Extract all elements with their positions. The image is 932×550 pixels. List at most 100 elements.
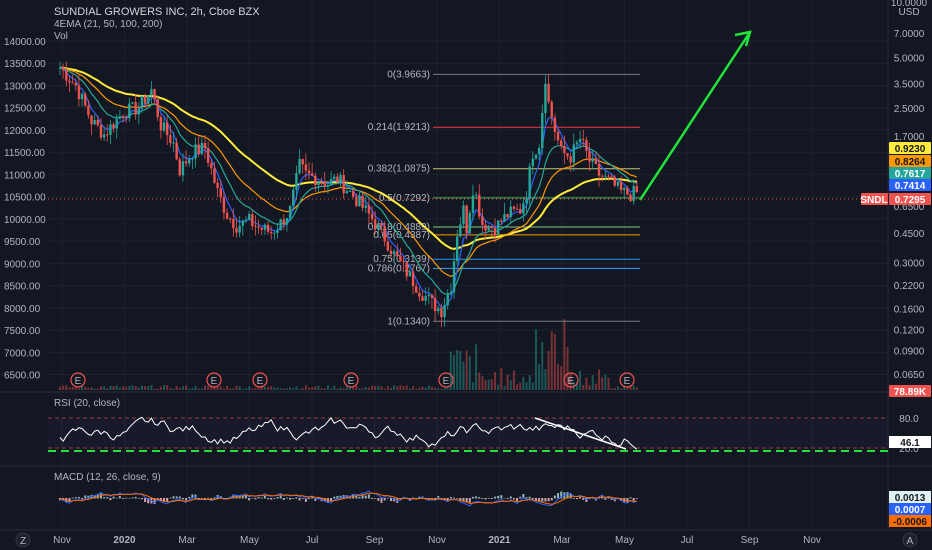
- right-axis-tick-label: 0.1600: [894, 304, 925, 315]
- macd-legend[interactable]: MACD (12, 26, close, 9): [54, 472, 161, 483]
- macd-histogram-bar: [434, 498, 437, 500]
- macd-histogram-bar: [144, 498, 147, 502]
- candle-body: [307, 170, 311, 174]
- macd-value-label: 0.0013: [895, 493, 926, 504]
- macd-line: [59, 490, 637, 507]
- volume-bar: [314, 386, 317, 390]
- candle-body: [219, 188, 222, 198]
- macd-histogram-bar: [358, 496, 361, 499]
- earnings-marker: [70, 372, 86, 388]
- volume-bar: [352, 387, 355, 390]
- left-axis-tick-label: 11000.00: [4, 170, 45, 181]
- volume-bar: [468, 356, 471, 390]
- volume-bar: [122, 386, 125, 390]
- macd-histogram-bar: [475, 496, 478, 499]
- macd-histogram-bar: [336, 495, 339, 499]
- volume-bar: [153, 388, 156, 390]
- forecast-arrow[interactable]: [638, 30, 752, 201]
- candle-body: [90, 115, 93, 125]
- macd-histogram-bar: [289, 498, 292, 500]
- price-tag-label: 0.7414: [895, 181, 926, 192]
- volume-bar: [320, 388, 323, 390]
- macd-histogram-bar: [367, 494, 370, 499]
- left-axis-tick-label: 6500.00: [4, 371, 41, 382]
- rsi-legend[interactable]: RSI (20, close): [54, 398, 120, 409]
- macd-histogram-bar: [169, 497, 172, 499]
- volume-bar: [238, 386, 241, 390]
- volume-bar: [204, 385, 206, 390]
- volume-bar: [169, 387, 172, 390]
- volume-bar: [163, 385, 166, 390]
- volume-bar: [629, 385, 632, 390]
- volume-bar: [336, 388, 339, 390]
- left-axis-tick-label: 13500.00: [4, 59, 46, 70]
- macd-histogram-bar: [77, 496, 80, 499]
- volume-bar: [185, 385, 188, 390]
- candle-body: [465, 205, 468, 234]
- volume-bar: [475, 344, 478, 390]
- candle-body: [172, 142, 175, 144]
- macd-histogram-bar: [122, 498, 125, 499]
- candle-body: [418, 292, 421, 297]
- macd-histogram-bar: [285, 497, 288, 499]
- volume-bar: [620, 388, 623, 390]
- fib-level-label: 0.65(0.4387): [373, 230, 430, 241]
- candle-body: [184, 161, 188, 164]
- auto-scale-button[interactable]: [902, 532, 918, 548]
- volume-bar: [65, 385, 68, 390]
- left-axis-tick-label: 13000.00: [4, 81, 46, 92]
- volume-bar: [219, 386, 222, 390]
- candle-body: [165, 122, 169, 136]
- candle-body: [260, 227, 263, 230]
- macd-histogram-bar: [575, 498, 578, 500]
- macd-histogram-bar: [550, 498, 553, 501]
- candle-body: [569, 156, 572, 163]
- left-axis-tick-label: 12000.00: [4, 126, 46, 137]
- volume-bar: [147, 386, 150, 390]
- candle-body: [188, 158, 191, 164]
- volume-bar: [103, 386, 106, 390]
- volume-bar: [582, 384, 585, 390]
- rsi-value-label: 46.1: [900, 438, 920, 449]
- volume-bar: [178, 387, 181, 390]
- candle-body: [566, 153, 569, 157]
- earnings-marker-label: E: [75, 376, 82, 387]
- candle-body: [370, 213, 374, 220]
- candle-body: [206, 148, 210, 163]
- volume-bar: [377, 385, 380, 390]
- chart-title: SUNDIAL GROWERS INC, 2h, Cboe BZX: [54, 6, 260, 18]
- macd-histogram-bar: [389, 498, 392, 501]
- volume-bar: [191, 388, 194, 390]
- candle-body: [71, 82, 74, 84]
- fib-level-label: 0.5(0.7292): [379, 193, 430, 204]
- price-tag-box: [889, 193, 931, 205]
- fibonacci-retracement[interactable]: 0(3.9663) 0.214(1.9213) 0.382(1.0875) 0.5(0…: [368, 69, 640, 327]
- volume-bar: [159, 386, 162, 390]
- indicator-legend[interactable]: 4EMA (21, 50, 100, 200): [54, 19, 162, 30]
- volume-bar: [244, 388, 247, 390]
- macd-histogram-bar: [579, 496, 582, 499]
- time-tick-label: 2021: [488, 535, 511, 546]
- candle-body: [263, 224, 267, 230]
- candle-body: [484, 224, 487, 231]
- volume-bar: [405, 385, 408, 390]
- volume-bar: [131, 385, 134, 390]
- zoom-button[interactable]: [15, 532, 31, 548]
- candle-body: [405, 262, 408, 277]
- volume-bar: [412, 385, 415, 390]
- candle-body: [411, 271, 415, 287]
- candle-body: [452, 261, 456, 293]
- macd-histogram-bar: [386, 497, 389, 499]
- macd-histogram-bar: [519, 496, 522, 499]
- macd-histogram-bar: [459, 498, 462, 502]
- volume-bar: [282, 388, 285, 390]
- time-axis[interactable]: Nov 2020 Mar May Jul Sep Nov 2021 Mar May Jul Sep No…: [53, 535, 821, 546]
- macd-histogram-bar: [125, 497, 128, 499]
- volume-legend[interactable]: Vol: [54, 31, 68, 42]
- volume-bar: [591, 375, 594, 390]
- macd-histogram-bar: [118, 495, 121, 499]
- volume-bar: [118, 387, 121, 390]
- volume-bar: [459, 351, 462, 390]
